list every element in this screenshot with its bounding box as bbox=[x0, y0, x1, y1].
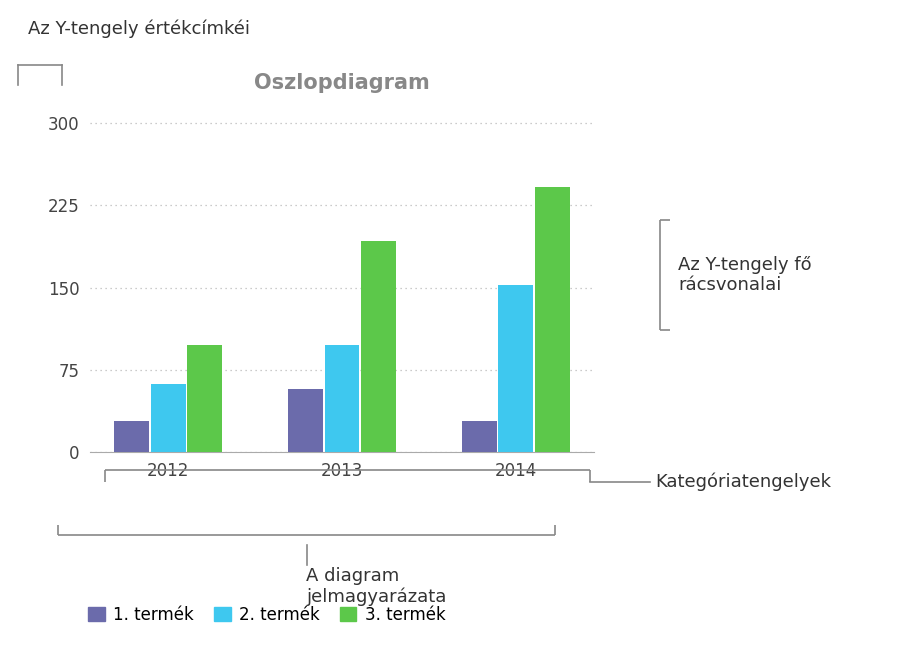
Bar bbox=[187, 344, 222, 452]
Legend: 1. termék, 2. termék, 3. termék: 1. termék, 2. termék, 3. termék bbox=[88, 606, 446, 624]
Bar bbox=[361, 241, 396, 452]
Text: Kategóriatengelyek: Kategóriatengelyek bbox=[655, 473, 831, 491]
Bar bbox=[325, 344, 359, 452]
Bar bbox=[462, 422, 497, 452]
Bar bbox=[288, 388, 323, 452]
Text: A diagram
jelmagyarázata: A diagram jelmagyarázata bbox=[307, 567, 447, 606]
Bar bbox=[499, 285, 533, 452]
Text: Az Y-tengely fő
rácsvonalai: Az Y-tengely fő rácsvonalai bbox=[678, 255, 812, 295]
Bar bbox=[151, 384, 185, 452]
Text: Az Y-tengely értékcímkéi: Az Y-tengely értékcímkéi bbox=[28, 20, 250, 39]
Bar bbox=[535, 187, 570, 452]
Bar bbox=[114, 422, 149, 452]
Text: Oszlopdiagram: Oszlopdiagram bbox=[254, 73, 430, 93]
